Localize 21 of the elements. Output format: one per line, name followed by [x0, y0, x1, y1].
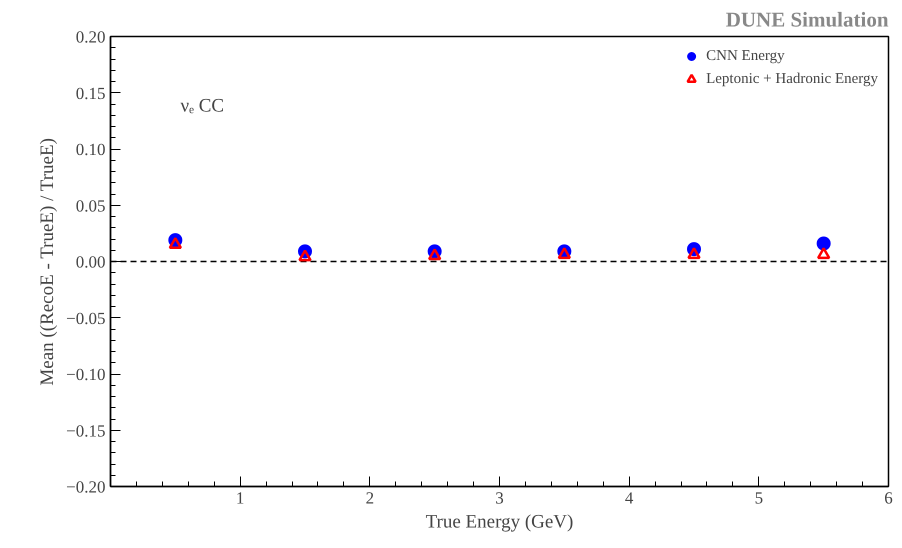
x-tick-label: 4 — [624, 488, 634, 508]
y-tick-label: 0.15 — [76, 84, 106, 103]
y-tick-label: 0.20 — [76, 28, 106, 46]
legend-label: Leptonic + Hadronic Energy — [706, 70, 878, 88]
x-tick-label: 5 — [754, 488, 764, 508]
x-axis-title: True Energy (GeV) — [426, 512, 574, 532]
y-tick-label: 0.00 — [76, 252, 106, 272]
x-tick-label: 2 — [366, 488, 374, 508]
y-tick-label: −0.20 — [66, 478, 106, 496]
y-tick-label: −0.15 — [66, 421, 106, 440]
x-tick-label: 6 — [884, 488, 893, 508]
legend-label: CNN Energy — [706, 48, 785, 64]
x-tick-label: 1 — [236, 488, 244, 508]
text: DUNE Simulation — [726, 8, 889, 32]
annotation: νₑ CC — [180, 96, 224, 116]
y-tick-label: 0.05 — [76, 196, 106, 216]
y-tick-label: −0.05 — [66, 308, 106, 328]
y-axis-title: Mean ((RecoE - TrueE) / TrueE) — [37, 138, 58, 386]
y-tick-label: −0.10 — [66, 365, 106, 384]
y-tick-label: 0.10 — [76, 140, 106, 159]
x-tick-label: 3 — [495, 488, 504, 508]
